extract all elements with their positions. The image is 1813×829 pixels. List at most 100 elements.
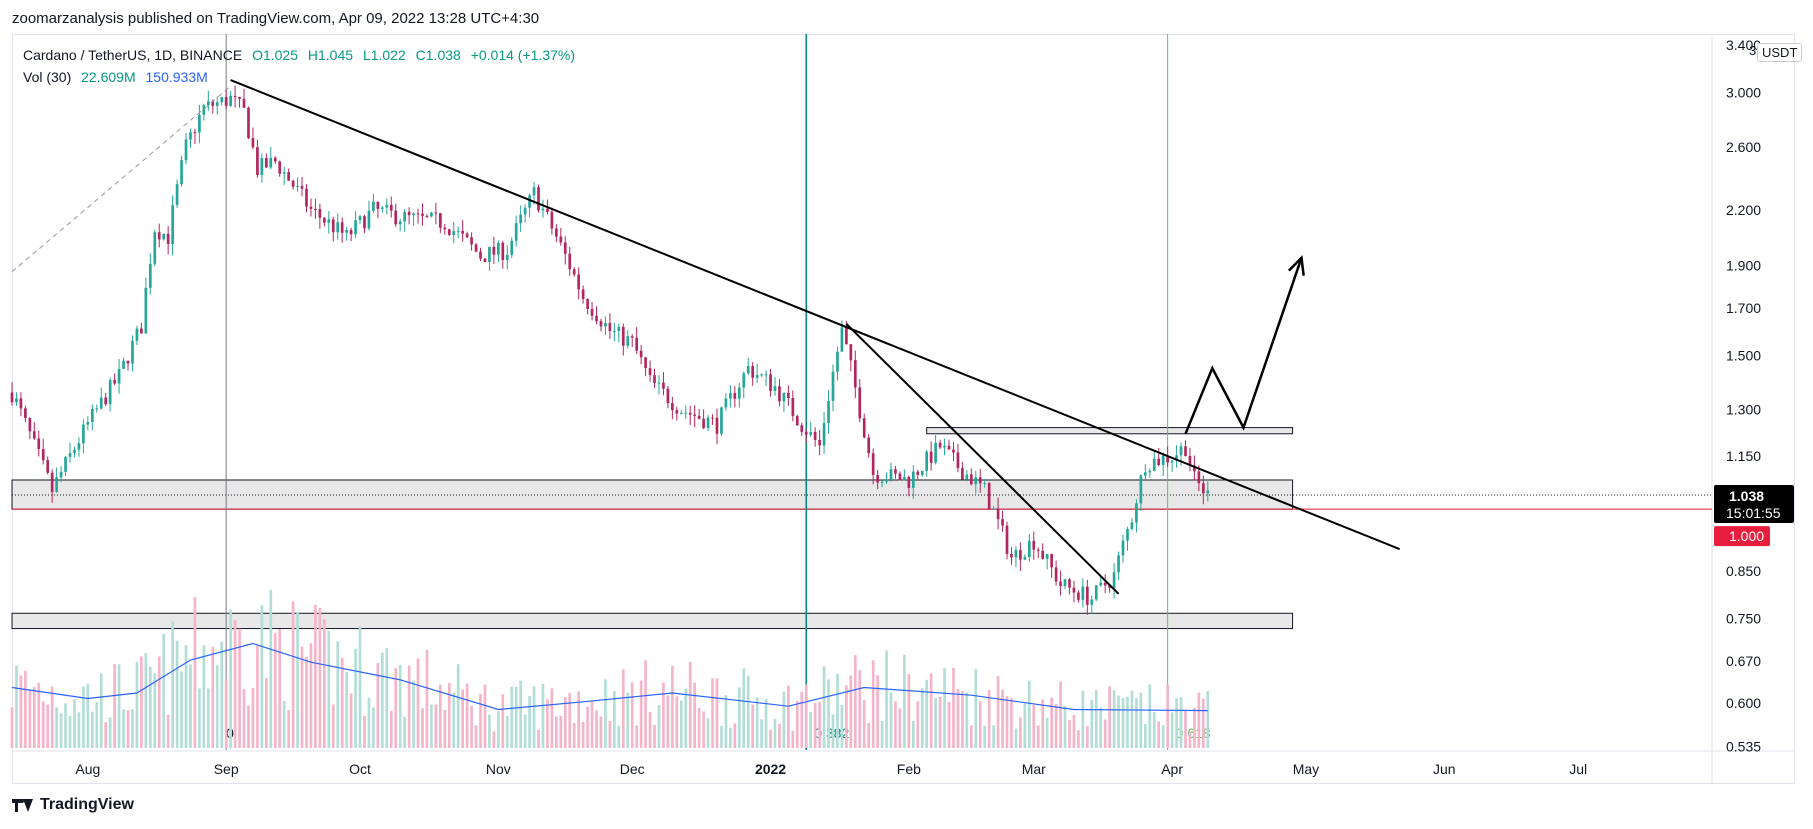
- volume-bar: [840, 704, 844, 748]
- candle-body: [858, 387, 862, 419]
- volume-bar: [269, 589, 273, 748]
- volume-bar: [314, 604, 317, 748]
- volume-bar: [943, 668, 946, 748]
- volume-bar: [1005, 696, 1009, 748]
- candle-body: [969, 474, 973, 485]
- candle-body: [77, 443, 81, 450]
- volume-bar: [32, 686, 36, 748]
- candle-body: [894, 469, 897, 474]
- candle-body: [242, 98, 246, 108]
- candle-body: [95, 408, 99, 410]
- volume-bar: [541, 683, 545, 748]
- candle-body: [1112, 572, 1116, 588]
- volume-bar: [626, 692, 630, 748]
- volume-bar: [961, 690, 964, 748]
- price-chart[interactable]: 00.3820.6183.4003.0002.6002.2001.9001.70…: [0, 0, 1813, 790]
- volume-bar: [211, 646, 215, 748]
- projection-path[interactable]: [1184, 257, 1303, 435]
- candle-body: [742, 373, 746, 388]
- candle-body: [358, 216, 362, 221]
- candle-body: [1130, 522, 1134, 529]
- candle-body: [831, 371, 835, 401]
- volume-bar: [528, 696, 531, 748]
- footer-brand[interactable]: TradingView: [12, 796, 134, 814]
- time-tick-label: Dec: [620, 761, 645, 777]
- volume-bar: [867, 722, 871, 748]
- candle-body: [965, 474, 969, 480]
- volume-bar: [117, 664, 121, 748]
- candle-body: [50, 472, 54, 493]
- countdown-label: 15:01:55: [1726, 505, 1781, 521]
- candle-body: [256, 147, 259, 175]
- candle-body: [675, 410, 679, 414]
- candle-body: [876, 474, 879, 483]
- volume-bar: [724, 695, 728, 748]
- price-tick-label: 1.150: [1726, 448, 1761, 464]
- volume-bar: [372, 707, 375, 748]
- candle-body: [1206, 490, 1210, 494]
- candle-body: [376, 201, 380, 209]
- volume-bar: [479, 693, 482, 748]
- chart-frame[interactable]: [12, 34, 1795, 784]
- candle-body: [934, 442, 937, 463]
- candle-body: [550, 211, 554, 229]
- volume-bar: [113, 664, 116, 748]
- trendline-1[interactable]: [845, 323, 1120, 595]
- candle-body: [1019, 549, 1022, 560]
- candle-body: [28, 417, 32, 432]
- candle-body: [961, 468, 964, 480]
- volume-bar: [907, 674, 911, 748]
- volume-bar: [1152, 712, 1156, 748]
- candle-body: [24, 408, 27, 418]
- volume-bar: [519, 680, 522, 748]
- volume-bar: [247, 705, 250, 748]
- candle-body: [577, 274, 581, 290]
- volume-bar: [697, 707, 701, 748]
- candle-body: [488, 246, 491, 263]
- trendline-2[interactable]: [11, 85, 231, 273]
- volume-bar: [978, 701, 982, 748]
- candle-body: [929, 451, 933, 463]
- volume-bar: [90, 711, 94, 748]
- candle-body: [282, 172, 286, 174]
- candle-body: [345, 229, 348, 233]
- volume-bar: [916, 701, 920, 748]
- price-tick-label: 3.400: [1726, 37, 1761, 53]
- zone-rect-2[interactable]: [11, 612, 1294, 630]
- trendline-0[interactable]: [230, 79, 1401, 551]
- candle-body: [1121, 540, 1125, 556]
- last-price-badge: [1714, 485, 1794, 524]
- candle-body: [528, 195, 531, 208]
- volume-bar: [675, 696, 679, 748]
- volume-bar: [1090, 699, 1094, 748]
- volume-bar: [233, 619, 237, 748]
- candle-body: [434, 212, 438, 214]
- candle-body: [889, 469, 893, 480]
- volume-bar: [264, 677, 268, 748]
- volume-bar: [983, 725, 987, 748]
- volume-bar: [1103, 719, 1107, 748]
- candle-body: [215, 102, 219, 106]
- price-tick-label: 0.850: [1726, 563, 1761, 579]
- candle-body: [372, 201, 375, 211]
- candle-body: [599, 321, 603, 327]
- candle-body: [1059, 581, 1062, 587]
- volume-bar: [1032, 705, 1036, 748]
- volume-bar: [546, 699, 549, 748]
- volume-bar: [1050, 697, 1053, 748]
- currency-button[interactable]: USDT: [1757, 43, 1803, 62]
- candle-body: [394, 210, 398, 225]
- volume-bar: [434, 704, 438, 748]
- candle-body: [563, 242, 567, 254]
- time-tick-label: Aug: [75, 761, 100, 777]
- candle-body: [621, 326, 625, 346]
- volume-bar: [818, 701, 821, 748]
- candle-body: [519, 214, 522, 224]
- legend-row-volume: Vol (30) 22.609M 150.933M: [23, 66, 581, 88]
- volume-bar: [443, 709, 447, 748]
- volume-bar: [523, 714, 527, 748]
- volume-bar: [737, 687, 741, 748]
- candle-body: [314, 208, 317, 210]
- volume-bar: [389, 710, 393, 748]
- candle-body: [327, 219, 331, 223]
